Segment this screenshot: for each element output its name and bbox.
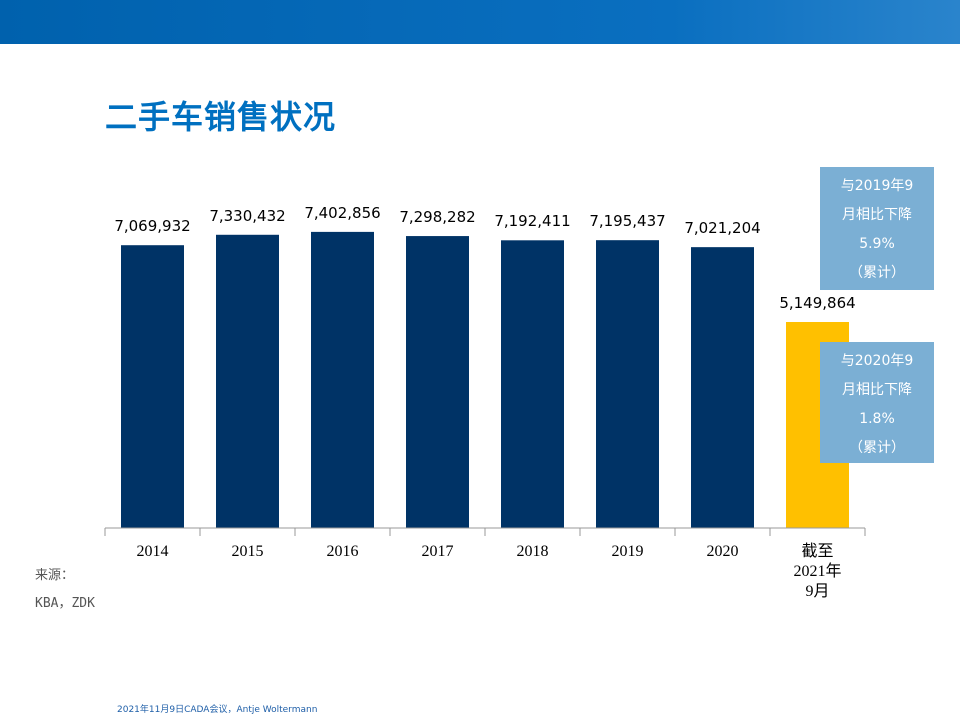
value-label: 7,402,856 — [304, 203, 381, 222]
x-tick-label: 2015 — [231, 543, 264, 560]
header-band — [0, 0, 960, 44]
bar — [406, 236, 469, 528]
x-tick-label: 2019 — [611, 543, 644, 560]
value-label: 7,195,437 — [589, 212, 666, 231]
value-label: 7,069,932 — [114, 217, 191, 236]
value-label: 7,298,282 — [399, 208, 476, 227]
bar — [311, 231, 374, 529]
value-label: 7,192,411 — [494, 212, 571, 231]
annotation-line: 5.9% — [859, 236, 895, 252]
annotation-box: 与2019年9 月相比下降 5.9% （累计） — [820, 167, 934, 290]
annotation-box: 与2020年9 月相比下降 1.8% （累计） — [820, 342, 934, 463]
x-tick-label: 2016 — [326, 543, 359, 560]
source-text: KBA，ZDK — [35, 596, 95, 611]
x-tick-label: 2017 — [421, 543, 454, 560]
x-tick-label: 2014 — [136, 543, 169, 560]
bar — [596, 240, 659, 528]
value-label: 7,021,204 — [684, 219, 761, 238]
footer: 2021年11月9日CADA会议，Antje Woltermann — [117, 705, 318, 715]
value-label: 7,330,432 — [209, 206, 286, 225]
annotation-line: 与2019年9 — [840, 178, 914, 194]
bar — [121, 245, 184, 529]
annotation-line: 与2020年9 — [840, 353, 914, 369]
annotation-line: 月相比下降 — [842, 382, 912, 398]
x-tick-label: 截至 2021年 9月 — [793, 543, 842, 600]
annotation-line: 1.8% — [859, 411, 895, 427]
x-tick-label: 2020 — [706, 543, 739, 560]
annotation-line: （累计） — [849, 265, 905, 281]
value-label: 5,149,864 — [779, 294, 856, 312]
annotation-line: 月相比下降 — [842, 207, 912, 223]
source-label: 来源： — [35, 568, 75, 583]
annotation-line: （累计） — [849, 440, 905, 456]
bar — [216, 234, 279, 528]
bar — [501, 240, 564, 528]
bar — [691, 247, 754, 528]
x-tick-label: 2018 — [516, 543, 549, 560]
slide-title: 二手车销售状况 — [105, 98, 337, 136]
